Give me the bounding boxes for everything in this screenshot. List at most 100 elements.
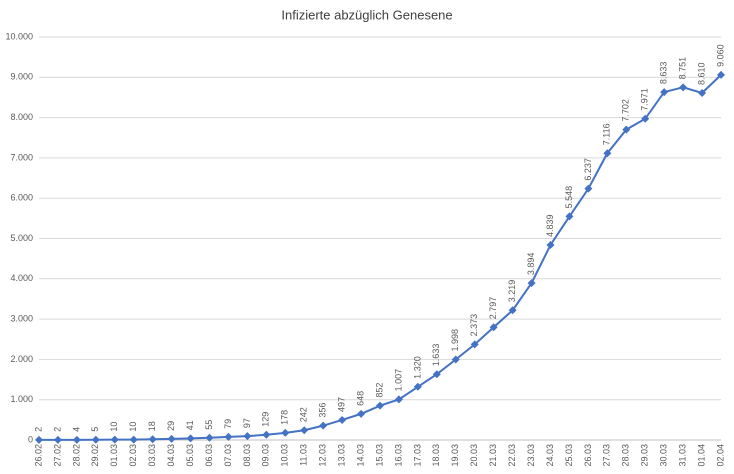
marker [527, 279, 536, 288]
data-label: 497 [336, 397, 346, 412]
data-label: 10 [109, 422, 119, 432]
x-tick-label: 12.03 [318, 444, 328, 467]
marker [338, 415, 347, 424]
x-tick-label: 29.03 [640, 444, 650, 467]
data-label: 852 [374, 383, 384, 398]
data-label: 41 [185, 420, 195, 430]
x-tick-label: 23.03 [526, 444, 536, 467]
x-tick-label: 16.03 [393, 444, 403, 467]
marker [489, 323, 498, 332]
data-label: 29 [166, 421, 176, 431]
marker [357, 409, 366, 418]
data-label: 2 [52, 427, 62, 432]
marker [470, 340, 479, 349]
marker [72, 435, 81, 444]
y-tick-label: 8.000 [10, 112, 33, 122]
data-label: 97 [242, 418, 252, 428]
marker [698, 89, 707, 98]
marker [546, 240, 555, 249]
x-tick-label: 07.03 [223, 444, 233, 467]
x-tick-label: 05.03 [185, 444, 195, 467]
x-tick-label: 10.03 [280, 444, 290, 467]
marker [432, 370, 441, 379]
x-tick-label: 22.03 [507, 444, 517, 467]
x-tick-label: 30.03 [659, 444, 669, 467]
data-label: 356 [318, 403, 328, 418]
data-label: 55 [204, 420, 214, 430]
x-tick-label: 28.02 [71, 444, 81, 467]
marker [660, 88, 669, 97]
marker [622, 125, 631, 134]
data-label: 2.373 [469, 314, 479, 337]
y-tick-label: 10.000 [5, 31, 33, 41]
data-label: 5 [90, 427, 100, 432]
data-label: 79 [223, 419, 233, 429]
chart-title: Infizierte abzüglich Genesene [281, 7, 452, 22]
x-tick-label: 24.03 [545, 444, 555, 467]
x-tick-label: 01.03 [109, 444, 119, 467]
x-tick-label: 02.03 [128, 444, 138, 467]
marker [53, 435, 62, 444]
y-tick-label: 7.000 [10, 152, 33, 162]
data-label: 2 [33, 427, 43, 432]
x-tick-label: 19.03 [450, 444, 460, 467]
data-label: 1.633 [431, 344, 441, 367]
x-tick-label: 13.03 [336, 444, 346, 467]
data-label: 18 [147, 421, 157, 431]
marker [186, 434, 195, 443]
marker [394, 395, 403, 404]
y-tick-label: 6.000 [10, 193, 33, 203]
x-tick-label: 21.03 [488, 444, 498, 467]
x-tick-label: 27.03 [602, 444, 612, 467]
data-label: 2.797 [488, 297, 498, 320]
marker [91, 435, 100, 444]
y-tick-label: 1.000 [10, 394, 33, 404]
x-tick-label: 28.03 [621, 444, 631, 467]
x-tick-label: 02.04 [715, 444, 725, 467]
marker [451, 355, 460, 364]
data-label: 8.633 [659, 62, 669, 85]
x-tick-label: 27.02 [52, 444, 62, 467]
x-tick-label: 26.03 [583, 444, 593, 467]
x-tick-label: 25.03 [564, 444, 574, 467]
data-label: 9.060 [715, 44, 725, 67]
x-tick-label: 14.03 [355, 444, 365, 467]
x-tick-label: 09.03 [261, 444, 271, 467]
x-tick-label: 26.02 [33, 444, 43, 467]
y-tick-label: 3.000 [10, 313, 33, 323]
data-label: 3.219 [507, 280, 517, 303]
data-label: 648 [355, 391, 365, 406]
x-tick-label: 03.03 [147, 444, 157, 467]
data-label: 1.998 [450, 329, 460, 352]
marker [262, 430, 271, 439]
data-label: 4 [71, 427, 81, 432]
marker [565, 212, 574, 221]
data-label: 1.007 [393, 369, 403, 392]
marker [205, 433, 214, 442]
x-tick-label: 18.03 [431, 444, 441, 467]
marker [413, 382, 422, 391]
x-tick-label: 15.03 [374, 444, 384, 467]
x-tick-label: 04.03 [166, 444, 176, 467]
x-tick-label: 08.03 [242, 444, 252, 467]
marker [679, 83, 688, 92]
marker [603, 149, 612, 158]
data-label: 129 [261, 412, 271, 427]
marker [224, 432, 233, 441]
data-label: 7.702 [621, 99, 631, 122]
x-tick-label: 20.03 [469, 444, 479, 467]
data-label: 3.894 [526, 253, 536, 276]
marker [508, 306, 517, 315]
x-tick-label: 01.04 [696, 444, 706, 467]
data-label: 1.320 [412, 356, 422, 379]
marker [281, 428, 290, 437]
x-tick-label: 29.02 [90, 444, 100, 467]
x-tick-label: 06.03 [204, 444, 214, 467]
marker [129, 435, 138, 444]
y-tick-label: 9.000 [10, 72, 33, 82]
data-label: 4.839 [545, 214, 555, 237]
y-tick-label: 5.000 [10, 233, 33, 243]
marker [243, 432, 252, 441]
